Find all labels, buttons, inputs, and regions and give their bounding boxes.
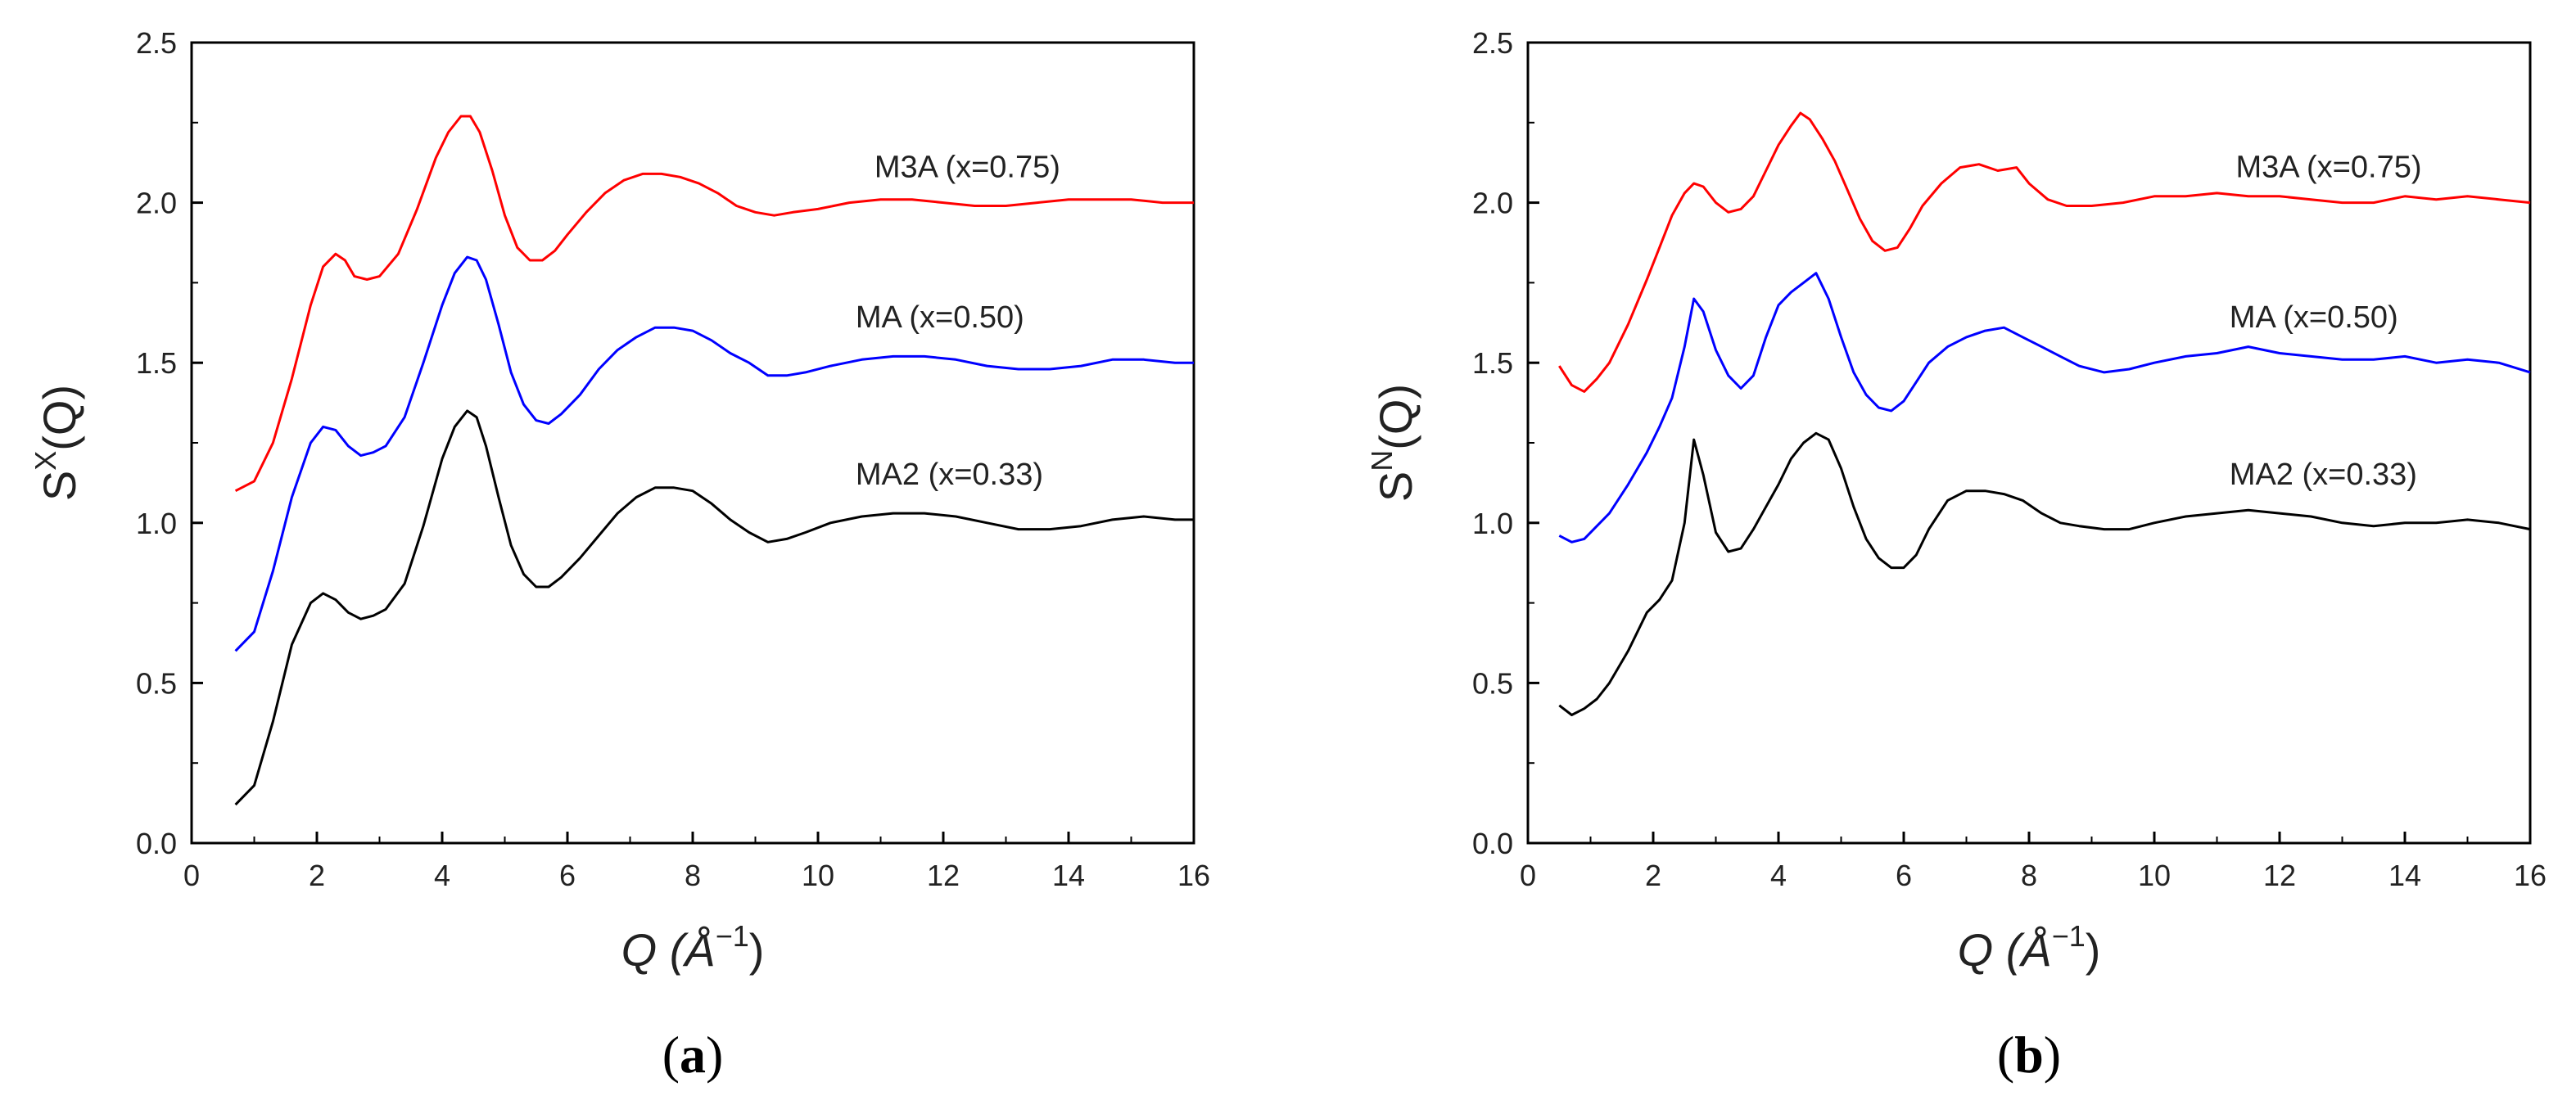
y-tick-label-b: 0.5	[1472, 666, 1513, 700]
x-tick-label-a: 16	[1177, 859, 1210, 892]
series-line-b-1	[1558, 272, 2531, 543]
y-tick-label-a: 0.5	[136, 666, 177, 700]
series-line-a-0	[234, 115, 1194, 493]
y-tick-label-a: 1.0	[136, 507, 177, 540]
y-tick-label-a: 0.0	[136, 827, 177, 860]
x-tick-label-b: 2	[1645, 859, 1661, 892]
panel-caption-b: (b)	[1997, 1026, 2061, 1084]
panel-a: M3A (x=0.75) MA (x=0.50) MA2 (x=0.33) 0 2 4 6…	[29, 26, 1210, 1084]
x-tick-label-b: 12	[2263, 859, 2296, 892]
x-tick-label-a: 6	[559, 859, 576, 892]
y-tick-label-b: 0.0	[1472, 827, 1513, 860]
series-label-a-0: M3A (x=0.75)	[874, 150, 1060, 184]
x-tick-label-a: 14	[1052, 859, 1085, 892]
x-tick-label-a: 2	[309, 859, 325, 892]
x-tick-label-b: 16	[2514, 859, 2547, 892]
x-tick-label-b: 0	[1520, 859, 1536, 892]
y-tick-label-b: 1.5	[1472, 346, 1513, 380]
panel-b: M3A (x=0.75) MA (x=0.50) MA2 (x=0.33) 0 2 4 6…	[1365, 26, 2547, 1084]
series-label-b-2: MA2 (x=0.33)	[2230, 458, 2417, 492]
y-tick-label-b: 2.0	[1472, 187, 1513, 220]
y-tick-label-a: 2.5	[136, 26, 177, 60]
series-line-b-2	[1558, 431, 2531, 716]
series-line-a-2	[234, 409, 1194, 806]
series-label-a-1: MA (x=0.50)	[856, 300, 1024, 335]
x-tick-label-b: 4	[1770, 859, 1787, 892]
y-tick-label-b: 1.0	[1472, 507, 1513, 540]
y-axis-title-b: SN(Q)	[1365, 384, 1421, 502]
x-tick-label-b: 8	[2021, 859, 2037, 892]
x-axis-title-a: Q (Å−1)	[621, 919, 765, 976]
y-tick-label-a: 2.0	[136, 187, 177, 220]
x-tick-label-b: 6	[1896, 859, 1912, 892]
series-label-b-0: M3A (x=0.75)	[2235, 150, 2421, 184]
x-tick-label-a: 12	[927, 859, 960, 892]
x-tick-label-b: 10	[2138, 859, 2171, 892]
y-axis-title-a: SX(Q)	[29, 385, 85, 501]
series-line-a-1	[234, 255, 1194, 652]
y-tick-label-a: 1.5	[136, 346, 177, 380]
x-tick-label-a: 10	[802, 859, 834, 892]
x-tick-label-a: 4	[434, 859, 450, 892]
panel-caption-a: (a)	[662, 1026, 724, 1084]
y-tick-label-b: 2.5	[1472, 26, 1513, 60]
series-label-a-2: MA2 (x=0.33)	[856, 458, 1043, 492]
x-tick-label-a: 0	[183, 859, 200, 892]
x-tick-label-a: 8	[685, 859, 701, 892]
series-label-b-1: MA (x=0.50)	[2230, 300, 2398, 335]
x-axis-title-b: Q (Å−1)	[1958, 919, 2101, 976]
x-tick-label-b: 14	[2388, 859, 2421, 892]
series-line-b-0	[1558, 111, 2531, 393]
